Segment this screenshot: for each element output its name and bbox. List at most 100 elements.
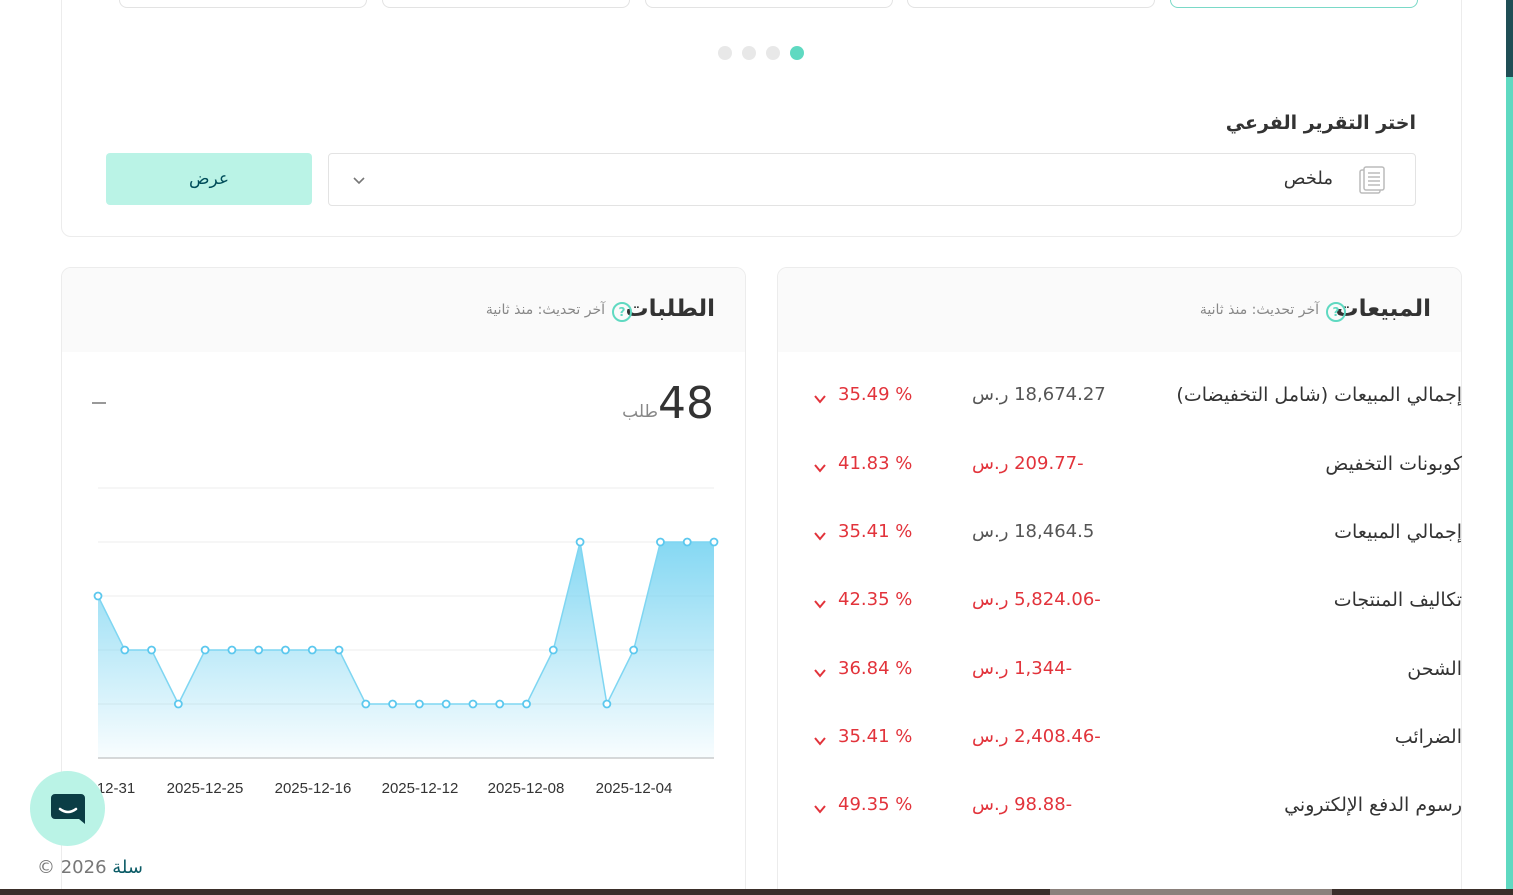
sales-row: الشحن -1,344 ر.س 36.84 % bbox=[800, 658, 1462, 688]
sales-row-label: رسوم الدفع الإلكتروني bbox=[1284, 794, 1462, 816]
sales-row-change: 41.83 % bbox=[838, 453, 913, 474]
data-point[interactable] bbox=[522, 699, 531, 709]
sales-row-label: كوبونات التخفيض bbox=[1325, 453, 1462, 475]
subreport-title: اختر التقرير الفرعي bbox=[1225, 112, 1416, 134]
document-icon bbox=[1359, 166, 1385, 194]
sales-row-label: تكاليف المنتجات bbox=[1333, 589, 1462, 611]
data-point[interactable] bbox=[227, 645, 237, 655]
sales-row: إجمالي المبيعات 18,464.5 ر.س 35.41 % bbox=[800, 521, 1462, 551]
sales-row-value: -2,408.46 ر.س bbox=[972, 726, 1101, 747]
data-point[interactable] bbox=[629, 645, 639, 655]
help-icon[interactable]: ? bbox=[1326, 302, 1346, 322]
sales-title: المبيعات bbox=[1335, 296, 1431, 322]
x-tick-label: 2025-12-04 bbox=[596, 780, 673, 797]
sales-row: تكاليف المنتجات -5,824.06 ر.س 42.35 % bbox=[800, 589, 1462, 619]
data-point[interactable] bbox=[388, 699, 398, 709]
data-point[interactable] bbox=[441, 699, 451, 709]
carousel-slot[interactable] bbox=[645, 0, 893, 8]
sales-row: إجمالي المبيعات (شامل التخفيضات) 18,674.2… bbox=[800, 384, 1462, 414]
data-point[interactable] bbox=[575, 537, 585, 547]
data-point[interactable] bbox=[361, 699, 371, 709]
carousel-dot[interactable] bbox=[718, 46, 732, 60]
horizontal-scrollbar-thumb[interactable] bbox=[1050, 889, 1332, 895]
carousel-slot[interactable] bbox=[119, 0, 367, 8]
scrollbar-thumb[interactable] bbox=[1506, 77, 1513, 890]
sales-row: كوبونات التخفيض -209.77 ر.س 41.83 % bbox=[800, 453, 1462, 483]
data-point[interactable] bbox=[147, 645, 156, 655]
sales-row: رسوم الدفع الإلكتروني -98.88 ر.س 49.35 % bbox=[800, 794, 1462, 824]
select-value: ملخص bbox=[1283, 168, 1333, 189]
sales-row-label: الضرائب bbox=[1394, 726, 1462, 748]
sales-row-label: إجمالي المبيعات (شامل التخفيضات) bbox=[1176, 384, 1462, 406]
orders-chart: 12-31 2025-12-25 2025-12-16 2025-12-12 2025-… bbox=[93, 487, 719, 797]
carousel-dot[interactable] bbox=[742, 46, 756, 60]
chat-button[interactable] bbox=[30, 771, 105, 846]
sales-row-label: إجمالي المبيعات bbox=[1334, 521, 1462, 543]
sales-row-change: 42.35 % bbox=[838, 589, 913, 610]
data-point[interactable] bbox=[307, 645, 317, 655]
x-tick-label: 12-31 bbox=[97, 780, 135, 797]
arrow-down-icon bbox=[814, 532, 826, 541]
data-point[interactable] bbox=[254, 645, 264, 655]
data-point[interactable] bbox=[281, 645, 290, 655]
sales-row-change: 49.35 % bbox=[838, 794, 913, 815]
orders-unit: طلب bbox=[622, 402, 658, 422]
collapse-icon[interactable] bbox=[92, 402, 106, 404]
arrow-down-icon bbox=[814, 805, 826, 814]
data-point[interactable] bbox=[656, 537, 665, 547]
chevron-down-icon bbox=[353, 177, 365, 185]
data-point[interactable] bbox=[709, 537, 719, 547]
x-tick-label: 2025-12-12 bbox=[382, 780, 459, 797]
series-area bbox=[98, 542, 714, 758]
x-tick-label: 2025-12-08 bbox=[488, 780, 565, 797]
orders-title: الطلبات bbox=[625, 296, 715, 322]
sales-row-value: -98.88 ر.س bbox=[972, 794, 1073, 815]
carousel-dot[interactable] bbox=[766, 46, 780, 60]
horizontal-scrollbar bbox=[0, 889, 1513, 895]
data-point[interactable] bbox=[414, 699, 424, 709]
data-point[interactable] bbox=[495, 699, 505, 709]
arrow-down-icon bbox=[814, 669, 826, 678]
data-point[interactable] bbox=[93, 591, 103, 601]
show-button[interactable]: عرض bbox=[106, 153, 312, 205]
copyright: © 2026 bbox=[37, 857, 107, 878]
sales-header: المبيعات ? آخر تحديث: منذ ثانية bbox=[778, 268, 1461, 352]
data-point[interactable] bbox=[173, 699, 183, 709]
carousel-dot-active[interactable] bbox=[790, 46, 804, 60]
data-point[interactable] bbox=[682, 537, 692, 547]
data-point[interactable] bbox=[200, 645, 210, 655]
sales-row-value: -209.77 ر.س bbox=[972, 453, 1084, 474]
data-point[interactable] bbox=[468, 699, 478, 709]
sales-row-change: 35.49 % bbox=[838, 384, 913, 405]
data-point[interactable] bbox=[334, 645, 344, 655]
brand-link[interactable]: سلة bbox=[112, 857, 143, 878]
carousel-slot[interactable] bbox=[382, 0, 630, 8]
sales-row-value: -1,344 ر.س bbox=[972, 658, 1073, 679]
sales-row: الضرائب -2,408.46 ر.س 35.41 % bbox=[800, 726, 1462, 756]
sales-row-label: الشحن bbox=[1407, 658, 1462, 680]
data-point[interactable] bbox=[602, 699, 612, 709]
orders-count: 48 bbox=[658, 378, 714, 429]
sales-row-value: -5,824.06 ر.س bbox=[972, 589, 1101, 610]
sales-row-change: 36.84 % bbox=[838, 658, 913, 679]
orders-header: الطلبات ? آخر تحديث: منذ ثانية bbox=[62, 268, 745, 352]
arrow-down-icon bbox=[814, 600, 826, 609]
carousel-slot[interactable] bbox=[907, 0, 1155, 8]
footer: © 2026 سلة bbox=[37, 857, 143, 878]
carousel-pagination bbox=[718, 46, 804, 60]
data-point[interactable] bbox=[120, 645, 130, 655]
sales-row-change: 35.41 % bbox=[838, 521, 913, 542]
subreport-select[interactable]: ملخص bbox=[328, 153, 1416, 206]
x-tick-label: 2025-12-25 bbox=[167, 780, 244, 797]
sales-panel: المبيعات ? آخر تحديث: منذ ثانية bbox=[777, 267, 1462, 895]
help-icon[interactable]: ? bbox=[612, 302, 632, 322]
series-line bbox=[97, 541, 714, 707]
sales-row-change: 35.41 % bbox=[838, 726, 913, 747]
carousel-slot-active[interactable] bbox=[1170, 0, 1418, 8]
data-point[interactable] bbox=[548, 645, 558, 655]
x-tick-label: 2025-12-16 bbox=[275, 780, 352, 797]
sales-updated: آخر تحديث: منذ ثانية bbox=[1199, 302, 1319, 318]
orders-panel: الطلبات ? آخر تحديث: منذ ثانية bbox=[61, 267, 746, 895]
orders-updated: آخر تحديث: منذ ثانية bbox=[485, 302, 605, 318]
